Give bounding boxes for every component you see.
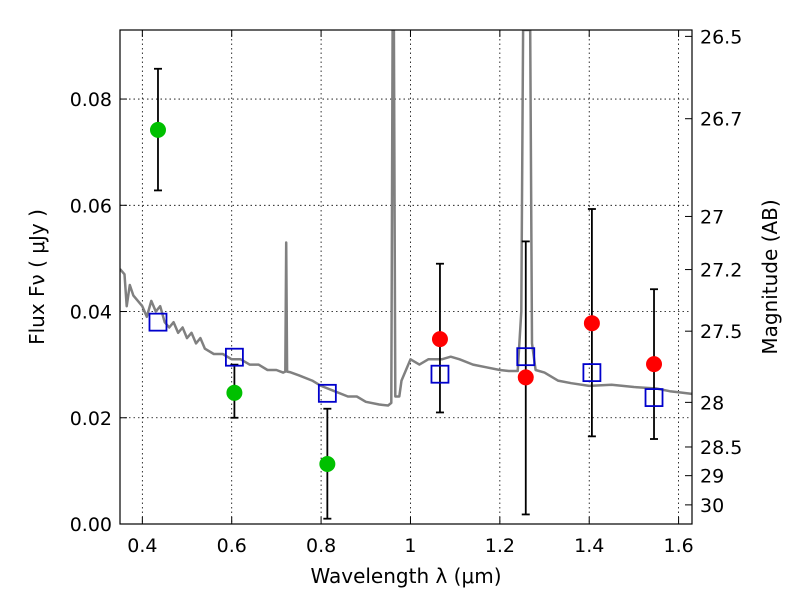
green-data-point — [226, 384, 243, 401]
x-tick-label: 1.6 — [663, 535, 693, 557]
y2-tick-label: 27.5 — [700, 321, 742, 343]
y2-axis-label: Magnitude (AB) — [758, 199, 782, 354]
y2-tick-label: 27.2 — [700, 260, 742, 282]
green-data-point — [319, 455, 336, 472]
y2-tick-label: 30 — [700, 495, 724, 517]
y2-tick-label: 28 — [700, 392, 724, 414]
x-tick-label: 0.8 — [306, 535, 336, 557]
x-tick-label: 0.6 — [217, 535, 247, 557]
x-axis-label: Wavelength λ (μm) — [310, 564, 501, 588]
x-tick-label: 0.4 — [127, 535, 157, 557]
model-square-point — [148, 312, 168, 332]
y-tick-label: 0.08 — [70, 89, 112, 111]
y-tick-label: 0.04 — [70, 302, 112, 324]
x-tick-label: 1.2 — [485, 535, 515, 557]
x-axis: 0.4 0.6 0.8 1 1.2 1.4 1.6 — [127, 30, 694, 557]
model-spectrum-line — [120, 30, 692, 407]
model-square-point — [516, 347, 536, 367]
red-data-point — [583, 315, 600, 332]
y-tick-label: 0.00 — [70, 514, 112, 536]
model-square-point — [224, 347, 244, 367]
y2-tick-label: 28.5 — [700, 437, 742, 459]
errorbar-layer — [153, 67, 659, 520]
plot-frame — [119, 29, 693, 525]
y2-tick-label: 26.5 — [700, 26, 742, 48]
model-square-point — [582, 363, 602, 383]
red-data-point — [431, 331, 448, 348]
model-square-point — [430, 364, 450, 384]
red-data-point — [517, 369, 534, 386]
model-square-point — [317, 383, 337, 403]
y-axis-left: 0.00 0.02 0.04 0.06 0.08 — [70, 89, 127, 536]
x-tick-label: 1.4 — [574, 535, 604, 557]
y-tick-label: 0.02 — [70, 408, 112, 430]
y-tick-label: 0.06 — [70, 195, 112, 217]
model-square-point — [644, 388, 664, 407]
y-axis-right: 26.5 26.7 27 27.2 27.5 28 28.5 29 30 — [685, 26, 742, 517]
grid-lines — [120, 30, 692, 525]
red-data-point — [646, 356, 663, 373]
y2-tick-label: 27 — [700, 206, 724, 228]
y-axis-label: Flux Fν ( μJy ) — [25, 209, 49, 345]
y2-tick-label: 29 — [700, 466, 724, 488]
x-tick-label: 1 — [404, 535, 416, 557]
marker-layer — [148, 121, 664, 472]
y2-tick-label: 26.7 — [700, 109, 742, 131]
model-spectrum-layer — [120, 30, 692, 407]
green-data-point — [149, 121, 166, 138]
